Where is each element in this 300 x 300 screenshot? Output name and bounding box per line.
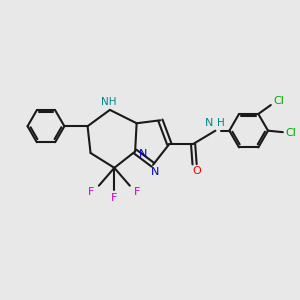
Text: F: F xyxy=(88,187,94,196)
Text: NH: NH xyxy=(100,97,116,106)
Text: O: O xyxy=(192,166,201,176)
Text: N: N xyxy=(139,149,148,160)
Text: F: F xyxy=(111,194,118,203)
Text: Cl: Cl xyxy=(273,97,284,106)
Text: F: F xyxy=(134,187,141,196)
Text: H: H xyxy=(217,118,225,128)
Text: N: N xyxy=(151,167,160,177)
Text: N: N xyxy=(205,118,213,128)
Text: Cl: Cl xyxy=(286,128,297,138)
